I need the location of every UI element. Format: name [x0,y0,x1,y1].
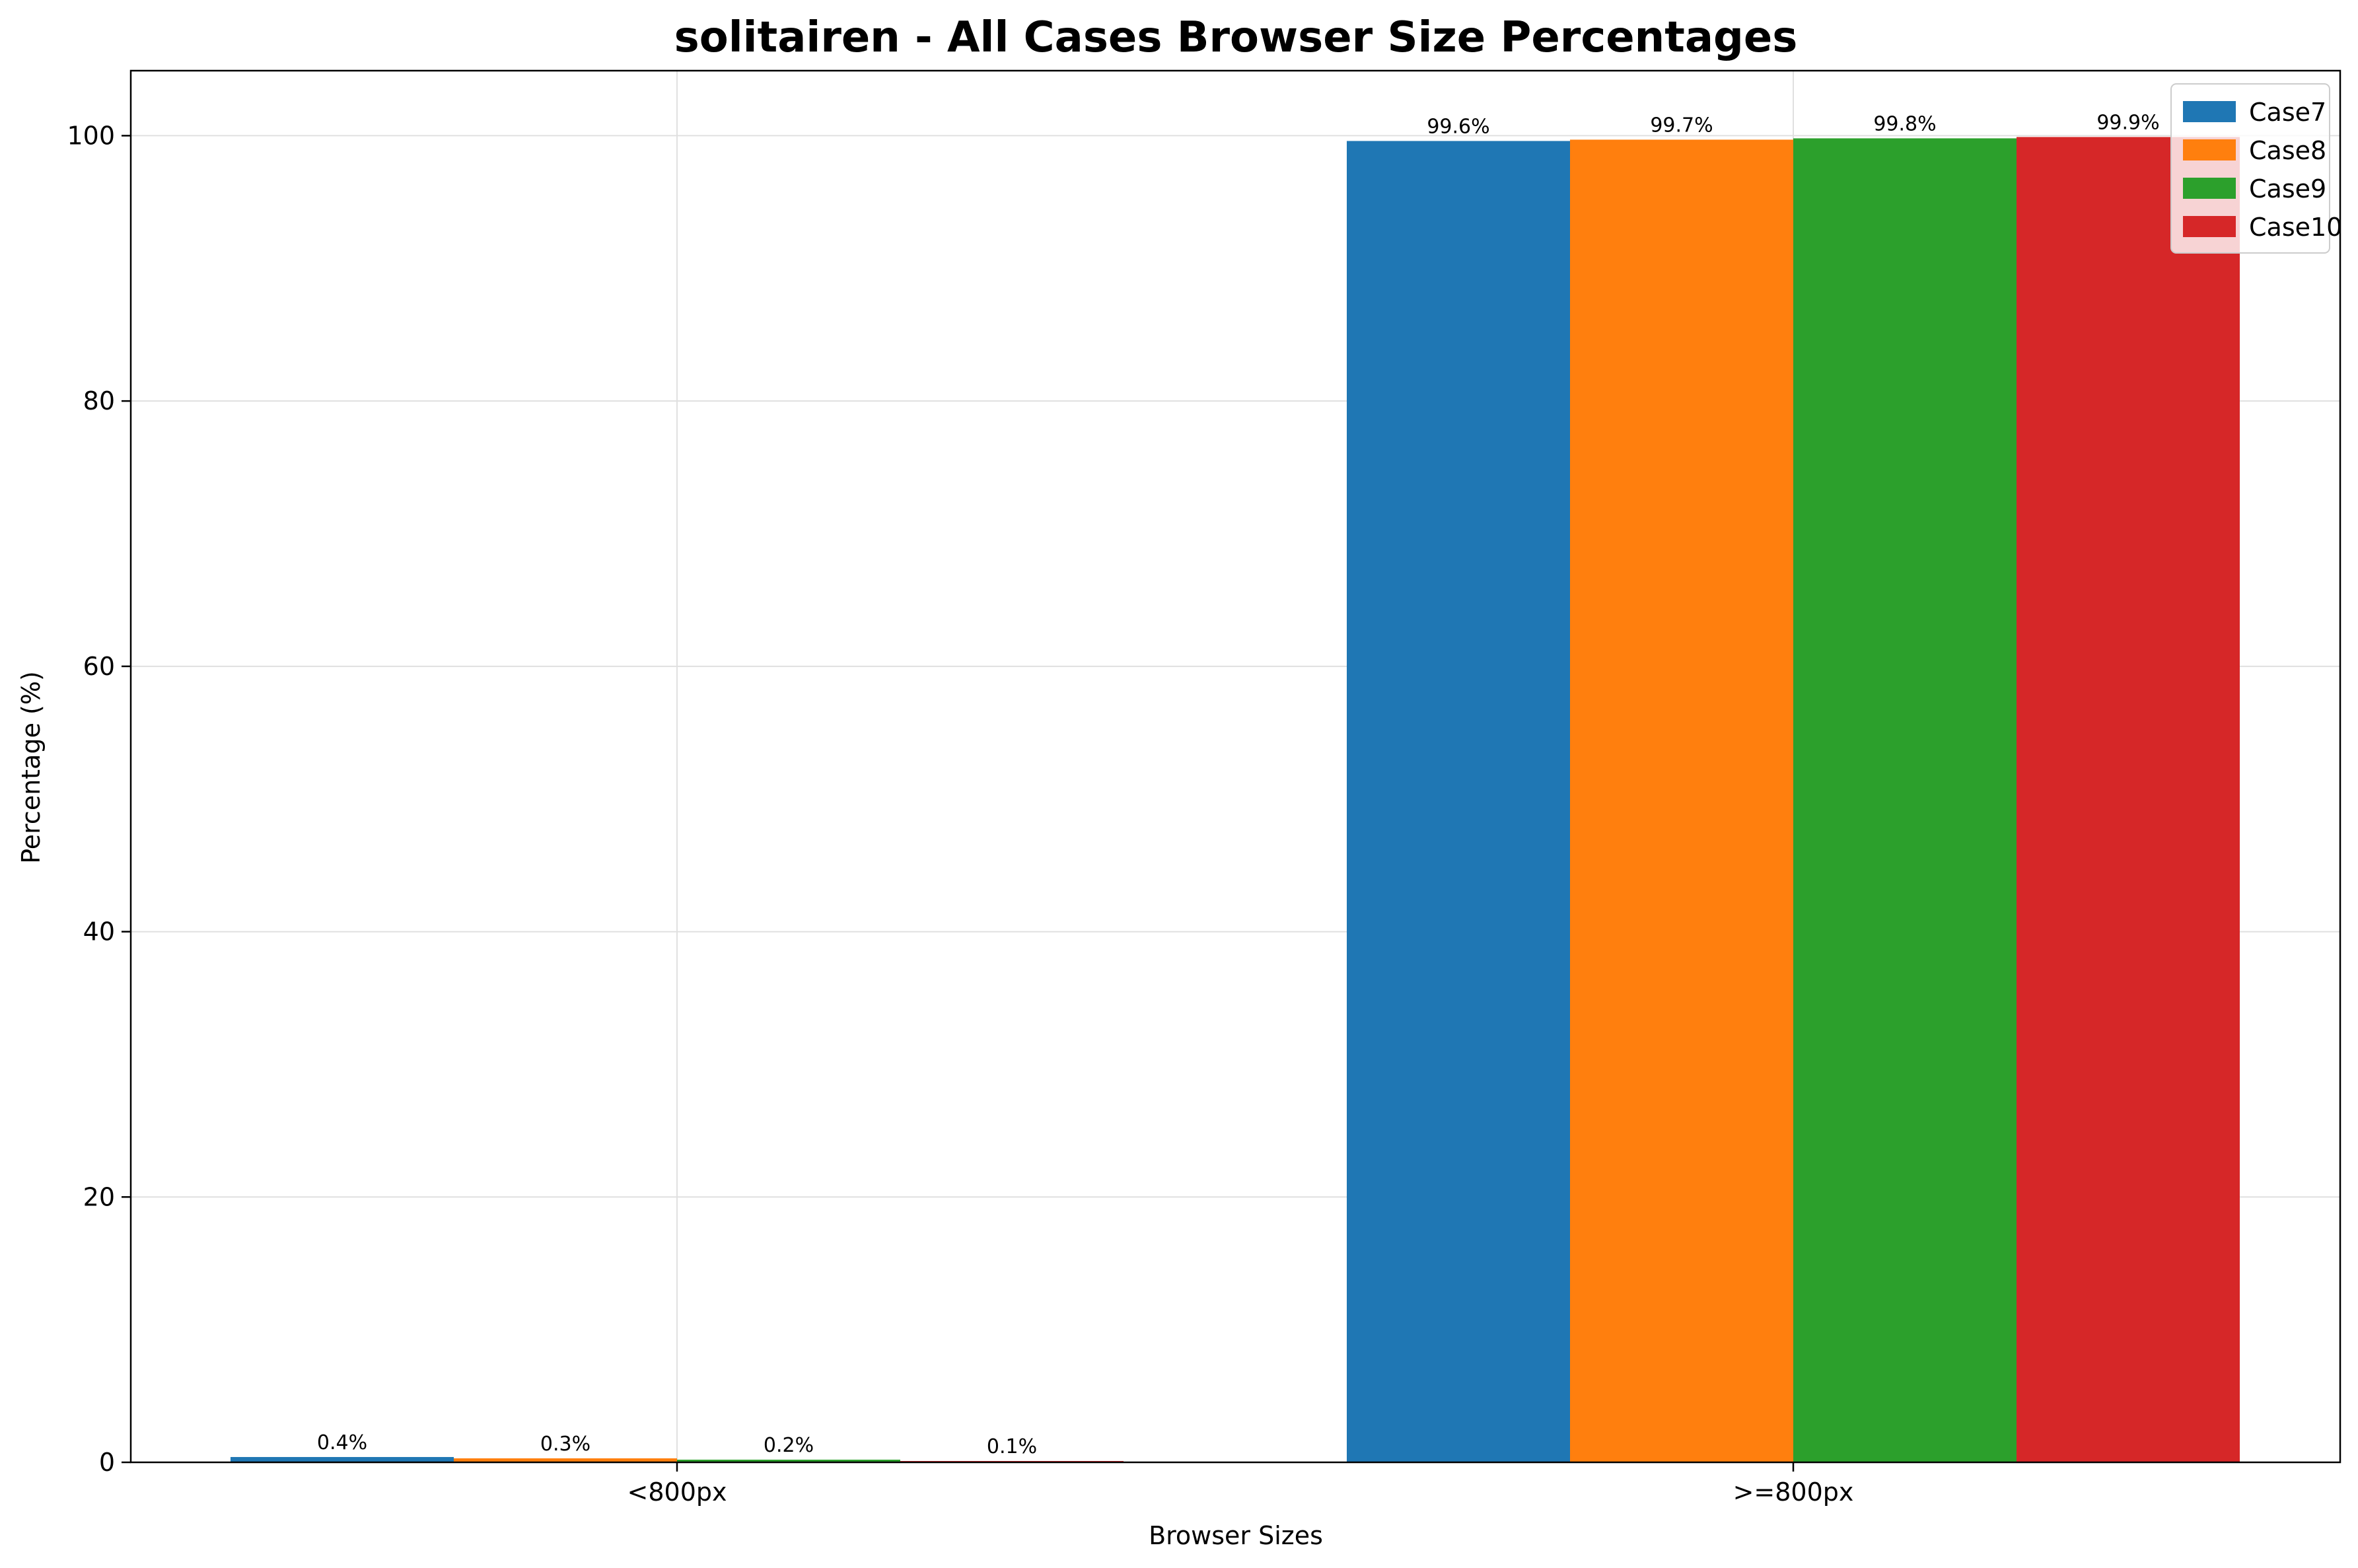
data-label: 0.1% [987,1435,1037,1458]
data-label: 99.8% [1873,112,1936,135]
legend-label: Case10 [2249,213,2342,242]
y-tick-label: 100 [67,121,115,150]
x-tick-label: <800px [627,1478,727,1507]
bar-case7 [231,1456,454,1462]
legend: Case7 Case8 Case9 Case10 [2170,83,2342,254]
y-tick-label: 40 [83,917,115,946]
bar-case7 [1347,141,1570,1462]
legend-swatch-case10 [2183,216,2236,237]
bar-case10 [2017,137,2240,1463]
y-tick-label: 0 [99,1448,115,1477]
data-label: 0.3% [540,1433,590,1456]
legend-label: Case7 [2249,98,2326,127]
legend-label: Case9 [2249,174,2326,203]
y-tick-label: 60 [83,652,115,681]
legend-box [2170,83,2330,254]
data-labels: 0.4% 0.3% 0.2% 0.1% 99.6% 99.7% 99.8% 99.9% [317,111,2160,1458]
bar-case8 [1570,139,1793,1462]
legend-swatch-case9 [2183,178,2236,199]
bar-case9 [677,1459,900,1462]
legend-label: Case8 [2249,136,2326,165]
legend-swatch-case8 [2183,139,2236,160]
data-label: 99.9% [2096,111,2159,134]
y-tick-label: 20 [83,1182,115,1211]
data-label: 0.4% [317,1431,367,1454]
bar-case8 [454,1458,677,1462]
x-tick-label: >=800px [1733,1478,1854,1507]
plot-frame [129,69,2341,1464]
bars [231,137,2240,1463]
y-tick-label: 80 [83,386,115,415]
data-label: 99.6% [1427,115,1489,138]
y-axis-ticks: 0 20 40 60 80 100 [67,121,131,1477]
bar-case9 [1793,138,2017,1463]
legend-swatch-case7 [2183,101,2236,122]
data-label: 99.7% [1650,114,1713,137]
x-axis-ticks: <800px >=800px [627,1462,1854,1507]
data-label: 0.2% [764,1434,814,1457]
y-axis-label: Percentage (%) [17,671,46,864]
chart-title: solitairen - All Cases Browser Size Perc… [674,13,1798,62]
x-axis-label: Browser Sizes [1149,1521,1323,1550]
